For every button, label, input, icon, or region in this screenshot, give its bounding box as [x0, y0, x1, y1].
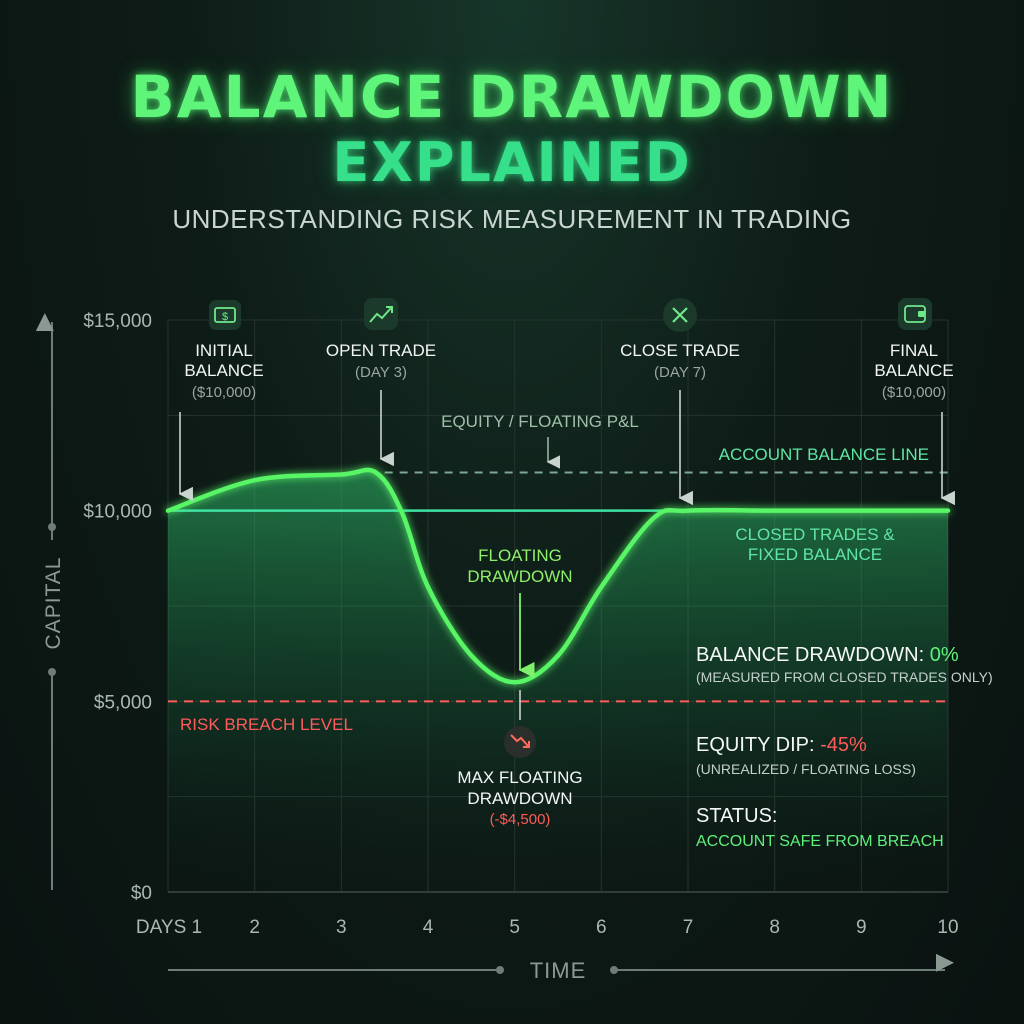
- trend-up-icon-head: [386, 306, 393, 313]
- balance-drawdown-value: 0%: [930, 644, 959, 666]
- x-tick-label: DAYS 1: [136, 917, 202, 938]
- balance-drawdown-note: (MEASURED FROM CLOSED TRADES ONLY): [696, 669, 993, 685]
- closed-trades-label-line2: FIXED BALANCE: [748, 545, 882, 564]
- x-tick-label: 8: [769, 917, 780, 938]
- equity-label: EQUITY / FLOATING P&L: [441, 412, 639, 431]
- y-tick-label: $0: [131, 883, 152, 904]
- risk-breach-label: RISK BREACH LEVEL: [180, 715, 353, 734]
- x-axis-dot-left: [496, 966, 504, 974]
- max-drawdown-label-line1: MAX FLOATING: [457, 768, 582, 787]
- annotation-initial-balance: $ INITIAL BALANCE ($10,000): [184, 300, 264, 401]
- y-tick-labels: $0 $5,000 $10,000 $15,000: [83, 311, 152, 904]
- x-tick-label: 7: [683, 917, 694, 938]
- annotation-initial-line1: INITIAL: [195, 341, 253, 360]
- annotation-initial-detail: ($10,000): [192, 384, 256, 401]
- trend-up-icon-glyph: [369, 307, 392, 323]
- x-tick-label: 10: [937, 917, 958, 938]
- equity-dip-stat: EQUITY DIP: -45%: [696, 734, 867, 756]
- x-tick-label: 6: [596, 917, 607, 938]
- annotation-open-trade-detail: (DAY 3): [355, 364, 407, 381]
- annotation-close-trade-detail: (DAY 7): [654, 364, 706, 381]
- annotation-final-line2: BALANCE: [874, 361, 953, 380]
- x-tick-label: 2: [249, 917, 260, 938]
- x-axis-label: TIME: [530, 958, 587, 983]
- x-tick-label: 9: [856, 917, 867, 938]
- annotation-initial-line2: BALANCE: [184, 361, 263, 380]
- max-drawdown-value: (-$4,500): [490, 811, 551, 828]
- annotation-open-trade: OPEN TRADE (DAY 3): [326, 298, 436, 381]
- y-axis-label: CAPITAL: [42, 557, 65, 650]
- y-axis-dot-bottom: [48, 668, 56, 676]
- x-tick-labels: DAYS 1 2 3 4 5 6 7 8 9 10: [136, 917, 959, 938]
- wallet-icon-clasp: [918, 311, 925, 317]
- annotation-close-trade-line1: CLOSE TRADE: [620, 341, 740, 360]
- chart-title-line1: BALANCE DRAWDOWN: [130, 63, 894, 131]
- equity-dip-value: -45%: [820, 734, 867, 756]
- annotation-final-detail: ($10,000): [882, 384, 946, 401]
- account-balance-line-label: ACCOUNT BALANCE LINE: [719, 445, 929, 464]
- chart-title-line2: EXPLAINED: [332, 131, 692, 194]
- y-tick-label: $15,000: [83, 311, 152, 332]
- trend-down-icon-glyph: [510, 734, 529, 747]
- x-tick-label: 4: [423, 917, 434, 938]
- dollar-bill-icon-glyph: $: [222, 311, 228, 323]
- max-drawdown-label-line2: DRAWDOWN: [467, 789, 572, 808]
- dollar-bill-icon-outline: [214, 307, 236, 323]
- x-tick-label: 3: [336, 917, 347, 938]
- trend-up-icon: [364, 298, 398, 330]
- y-axis-dot-top: [48, 523, 56, 531]
- trend-down-icon-head: [523, 741, 530, 748]
- equity-dip-label: EQUITY DIP:: [696, 734, 820, 756]
- status-value: ACCOUNT SAFE FROM BREACH: [696, 833, 944, 850]
- equity-dip-note: (UNREALIZED / FLOATING LOSS): [696, 761, 916, 777]
- close-x-icon-glyph: [672, 307, 688, 323]
- y-tick-label: $10,000: [83, 502, 152, 523]
- equity-area-fill: [168, 469, 948, 892]
- x-tick-label: 5: [509, 917, 520, 938]
- annotation-open-trade-line1: OPEN TRADE: [326, 341, 436, 360]
- equity-line: [165, 467, 951, 685]
- chart-subtitle: UNDERSTANDING RISK MEASUREMENT IN TRADIN…: [172, 204, 852, 234]
- floating-drawdown-label-line2: DRAWDOWN: [467, 567, 572, 586]
- annotation-final-line1: FINAL: [890, 341, 938, 360]
- closed-trades-label-line1: CLOSED TRADES &: [735, 525, 895, 544]
- trend-down-icon: [504, 726, 536, 758]
- balance-drawdown-stat: BALANCE DRAWDOWN: 0%: [696, 644, 959, 666]
- y-tick-label: $5,000: [94, 692, 152, 713]
- annotation-close-trade: CLOSE TRADE (DAY 7): [620, 298, 740, 381]
- balance-drawdown-label: BALANCE DRAWDOWN:: [696, 644, 930, 666]
- wallet-icon: [898, 298, 932, 330]
- floating-drawdown-label-line1: FLOATING: [478, 546, 562, 565]
- status-label: STATUS:: [696, 805, 777, 827]
- annotation-final-balance: FINAL BALANCE ($10,000): [874, 298, 954, 401]
